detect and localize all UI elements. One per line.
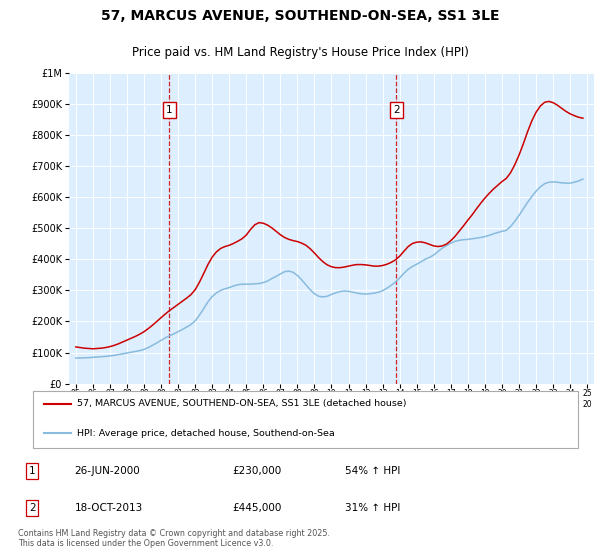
Text: 2: 2 [393, 105, 400, 115]
Text: 26-JUN-2000: 26-JUN-2000 [74, 466, 140, 476]
Text: 31% ↑ HPI: 31% ↑ HPI [345, 503, 400, 513]
Text: £230,000: £230,000 [232, 466, 281, 476]
Text: HPI: Average price, detached house, Southend-on-Sea: HPI: Average price, detached house, Sout… [77, 429, 335, 438]
Text: Price paid vs. HM Land Registry's House Price Index (HPI): Price paid vs. HM Land Registry's House … [131, 46, 469, 59]
Text: 57, MARCUS AVENUE, SOUTHEND-ON-SEA, SS1 3LE (detached house): 57, MARCUS AVENUE, SOUTHEND-ON-SEA, SS1 … [77, 399, 406, 408]
FancyBboxPatch shape [33, 391, 578, 447]
Text: 57, MARCUS AVENUE, SOUTHEND-ON-SEA, SS1 3LE: 57, MARCUS AVENUE, SOUTHEND-ON-SEA, SS1 … [101, 9, 499, 23]
Text: 54% ↑ HPI: 54% ↑ HPI [345, 466, 400, 476]
Text: 2: 2 [29, 503, 35, 513]
Text: 1: 1 [29, 466, 35, 476]
Text: £445,000: £445,000 [232, 503, 281, 513]
Text: Contains HM Land Registry data © Crown copyright and database right 2025.
This d: Contains HM Land Registry data © Crown c… [18, 529, 330, 548]
Text: 18-OCT-2013: 18-OCT-2013 [74, 503, 143, 513]
Text: 1: 1 [166, 105, 173, 115]
